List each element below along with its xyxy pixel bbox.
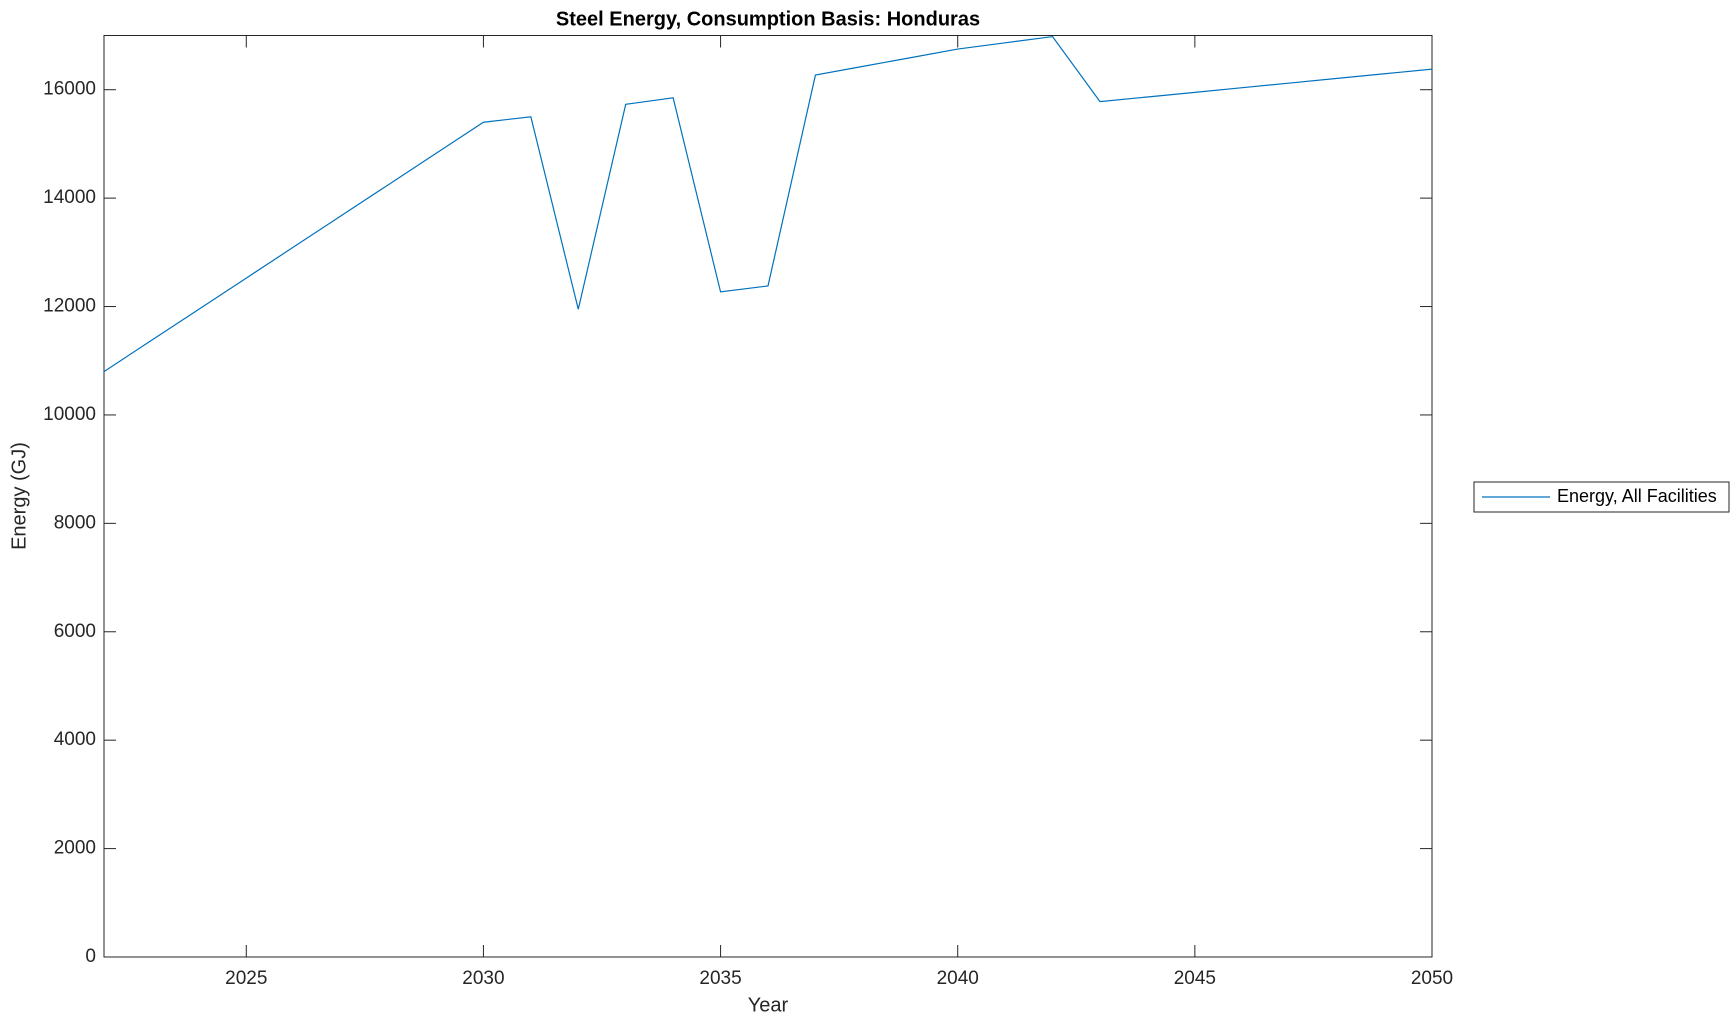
y-axis-label: Energy (GJ) xyxy=(8,442,30,550)
y-tick-label: 8000 xyxy=(54,512,96,533)
y-tick-label: 4000 xyxy=(54,729,96,750)
legend-label: Energy, All Facilities xyxy=(1557,486,1717,506)
x-tick-label: 2040 xyxy=(937,968,979,989)
y-tick-label: 14000 xyxy=(43,187,96,208)
y-tick-label: 6000 xyxy=(54,621,96,642)
y-tick-label: 2000 xyxy=(54,838,96,859)
y-tick-label: 0 xyxy=(85,946,96,967)
x-axis-label: Year xyxy=(748,994,789,1016)
data-line xyxy=(103,35,1433,373)
chart-title: Steel Energy, Consumption Basis: Hondura… xyxy=(556,8,980,30)
x-tick-label: 2035 xyxy=(699,968,741,989)
x-tick-label: 2050 xyxy=(1411,968,1453,989)
y-tick-label: 10000 xyxy=(43,404,96,425)
x-tick-label: 2045 xyxy=(1174,968,1216,989)
x-tick-label: 2030 xyxy=(462,968,504,989)
plot-frame xyxy=(103,35,1433,958)
y-tick-label: 12000 xyxy=(43,296,96,317)
x-tick-label: 2025 xyxy=(225,968,267,989)
y-tick-label: 16000 xyxy=(43,79,96,100)
